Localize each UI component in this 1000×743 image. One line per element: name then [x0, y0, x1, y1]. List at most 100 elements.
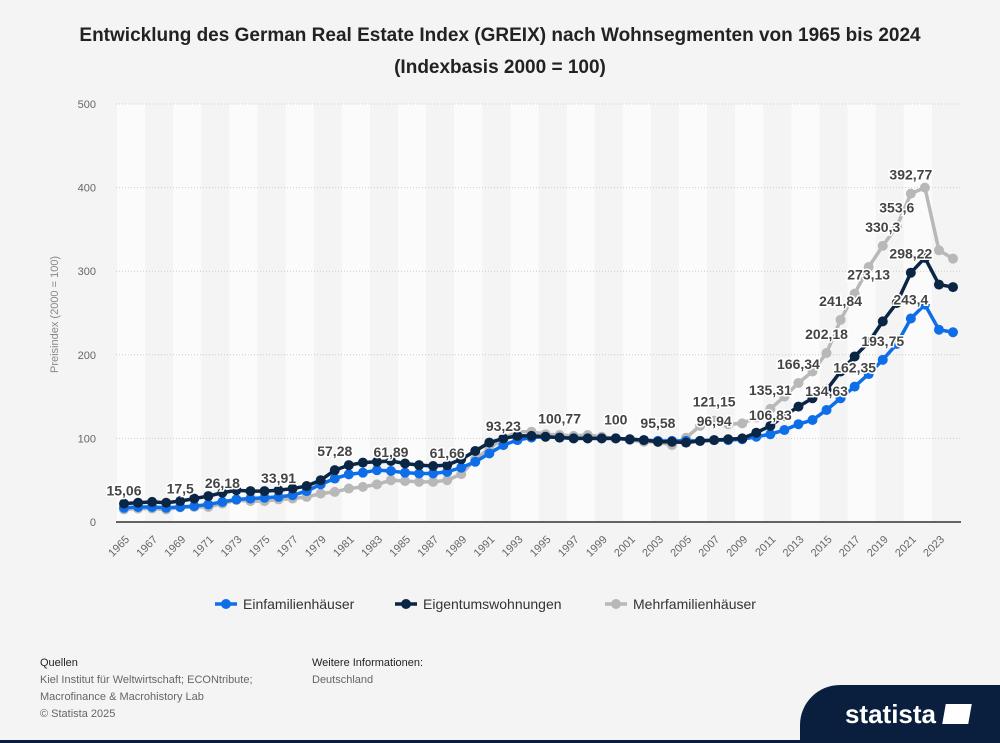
data-point [765, 403, 776, 414]
band [299, 104, 314, 522]
data-point [751, 412, 762, 423]
data-point [948, 253, 958, 264]
data-point [863, 337, 874, 348]
data-point [849, 381, 860, 392]
x-tick-label: 1981 [331, 534, 357, 560]
data-point [849, 351, 860, 362]
band [622, 104, 637, 522]
data-point [666, 436, 677, 447]
data-point [203, 491, 214, 502]
data-point [414, 476, 425, 487]
data-label: 100 [604, 411, 628, 427]
data-label: 93,23 [486, 418, 521, 434]
data-label: 392,77 [889, 167, 932, 183]
data-point [189, 493, 200, 504]
data-point [343, 483, 354, 494]
data-label: 33,91 [261, 470, 296, 486]
x-tick-label: 1973 [219, 534, 245, 560]
data-point [357, 481, 368, 492]
data-point [245, 493, 256, 504]
data-point [905, 188, 916, 199]
data-point [442, 475, 453, 486]
data-point [203, 499, 214, 510]
data-point [371, 465, 382, 476]
data-point [385, 466, 396, 477]
x-tick-label: 2015 [809, 534, 835, 560]
data-point [385, 475, 396, 486]
data-label: 17,5 [167, 480, 194, 496]
legend-marker [221, 599, 231, 609]
data-point [905, 267, 916, 278]
band [510, 104, 525, 522]
data-point [343, 460, 354, 471]
statista-logo[interactable]: statista [800, 685, 1000, 743]
y-tick-label: 400 [78, 183, 96, 195]
sources-heading: Quellen [40, 657, 78, 669]
data-point [877, 316, 888, 327]
data-point [933, 245, 944, 256]
band [693, 104, 708, 522]
band [580, 104, 595, 522]
data-point [723, 434, 734, 445]
data-point [933, 324, 944, 335]
band [285, 104, 300, 522]
data-point [343, 469, 354, 480]
data-point [329, 473, 340, 484]
source-line: Kiel Institut für Weltwirtschaft; ECONtr… [40, 674, 253, 686]
data-label: 135,31 [749, 382, 792, 398]
data-label: 353,6 [879, 199, 914, 215]
band [861, 104, 876, 522]
data-point [765, 429, 776, 440]
data-point [385, 455, 396, 466]
data-point [554, 432, 565, 443]
data-point [793, 401, 804, 412]
y-tick-label: 300 [78, 266, 96, 278]
x-tick-label: 2003 [640, 534, 666, 560]
data-point [709, 415, 720, 426]
x-tick-label: 2011 [753, 534, 778, 559]
data-point [428, 476, 439, 487]
y-tick-label: 100 [78, 433, 96, 445]
data-point [695, 420, 706, 431]
data-label: 57,28 [317, 443, 352, 459]
band [805, 104, 820, 522]
statista-logo-icon [942, 704, 972, 724]
legend-label: Eigentumswohnungen [423, 596, 562, 612]
band [735, 104, 750, 522]
data-point [175, 496, 186, 507]
bottom-bar [0, 740, 1000, 743]
data-label: 26,18 [205, 475, 240, 491]
data-label: 241,84 [819, 293, 862, 309]
data-point [484, 448, 495, 459]
data-label: 100,77 [538, 411, 581, 427]
data-point [273, 485, 284, 496]
data-label: 162,35 [833, 360, 876, 376]
data-label: 134,63 [805, 383, 848, 399]
data-label: 273,13 [847, 267, 890, 283]
y-axis-label: Preisindex (2000 = 100) [49, 256, 61, 373]
data-point [470, 445, 481, 456]
data-point [568, 433, 579, 444]
data-point [891, 221, 902, 232]
x-tick-label: 1971 [191, 534, 217, 560]
data-point [905, 313, 916, 324]
data-point [835, 393, 846, 404]
data-point [821, 347, 832, 358]
data-point [751, 427, 762, 438]
data-point [147, 496, 158, 507]
x-tick-label: 1979 [303, 534, 329, 560]
data-point [652, 436, 663, 447]
x-tick-label: 1969 [163, 534, 189, 560]
data-point [863, 262, 874, 273]
y-tick-label: 0 [90, 517, 96, 529]
band [636, 104, 651, 522]
band [131, 104, 146, 522]
data-label: 15,06 [106, 482, 141, 498]
line-chart: 0 100 200 300 400 500 Preisindex (2000 = 100) 1… [49, 99, 961, 612]
x-tick-label: 1985 [387, 534, 413, 560]
x-tick-label: 1999 [584, 534, 610, 560]
data-point [540, 431, 551, 442]
data-point [948, 327, 958, 338]
copyright: © Statista 2025 [40, 708, 116, 720]
data-label: 106,83 [749, 407, 792, 423]
